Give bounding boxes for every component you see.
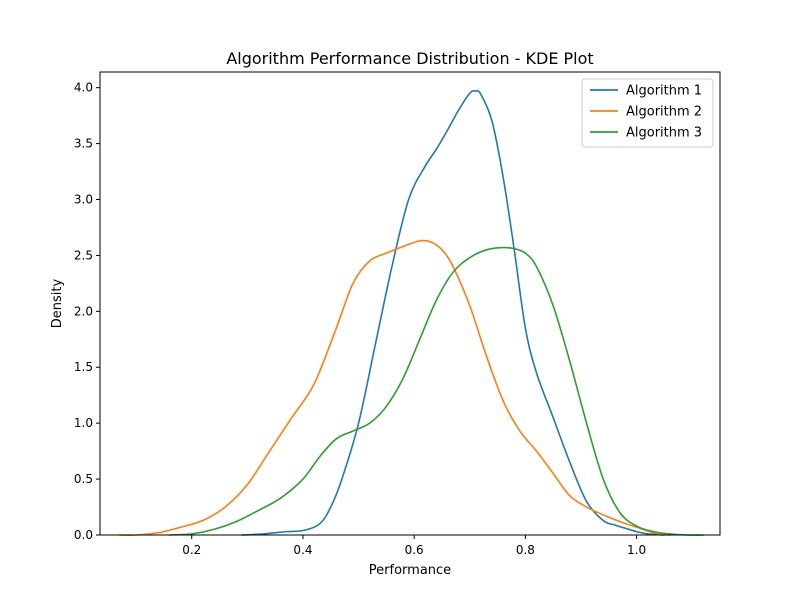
y-tick-label: 2.5 (74, 248, 93, 262)
axes-frame (99, 71, 721, 536)
legend-label-2: Algorithm 2 (626, 105, 702, 120)
x-tick-label: 0.8 (516, 543, 535, 557)
legend-label-3: Algorithm 3 (626, 126, 702, 141)
chart-title: Algorithm Performance Distribution - KDE… (226, 49, 593, 68)
y-tick-label: 4.0 (74, 81, 93, 95)
series-line-1 (240, 90, 666, 536)
x-axis-label: Performance (369, 563, 451, 578)
y-axis-ticks: 0.0 0.5 1.0 1.5 2.0 2.5 3.0 3.5 4.0 (74, 81, 100, 542)
series-line-3 (168, 246, 705, 536)
series-line-2 (118, 239, 671, 536)
x-tick-label: 0.4 (293, 543, 312, 557)
y-tick-label: 0.5 (74, 472, 93, 486)
y-tick-label: 2.0 (74, 304, 93, 318)
legend-items: Algorithm 1 Algorithm 2 Algorithm 3 (590, 84, 702, 141)
series-layer (118, 90, 705, 536)
y-axis-label: Density (50, 278, 65, 328)
y-tick-label: 1.0 (74, 416, 93, 430)
x-tick-label: 0.2 (182, 543, 201, 557)
y-tick-label: 0.0 (74, 528, 93, 542)
x-tick-label: 1.0 (627, 543, 646, 557)
legend-box (581, 78, 714, 148)
legend: Algorithm 1 Algorithm 2 Algorithm 3 (581, 78, 714, 148)
x-tick-label: 0.6 (405, 543, 424, 557)
x-axis-ticks: 0.2 0.4 0.6 0.8 1.0 (182, 535, 646, 557)
y-tick-label: 3.0 (74, 192, 93, 206)
plot-area (99, 71, 721, 536)
legend-label-1: Algorithm 1 (626, 84, 702, 99)
y-tick-label: 3.5 (74, 137, 93, 151)
y-tick-label: 1.5 (74, 360, 93, 374)
